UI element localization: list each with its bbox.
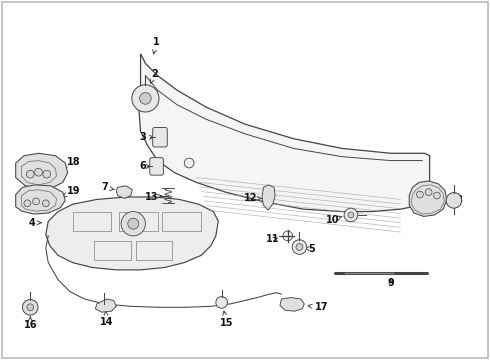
Text: 17: 17 — [308, 302, 328, 312]
Circle shape — [348, 212, 354, 218]
Circle shape — [43, 200, 49, 207]
Text: 3: 3 — [140, 132, 153, 142]
Text: 13: 13 — [145, 192, 162, 202]
Polygon shape — [16, 185, 65, 214]
Text: 19: 19 — [62, 186, 81, 197]
Circle shape — [416, 191, 423, 198]
Text: 18: 18 — [62, 157, 81, 168]
Text: 6: 6 — [140, 161, 150, 171]
Text: 5: 5 — [305, 244, 316, 254]
Text: 16: 16 — [24, 317, 37, 330]
Circle shape — [184, 158, 194, 168]
Polygon shape — [280, 298, 304, 311]
Circle shape — [24, 200, 31, 207]
Circle shape — [344, 208, 358, 222]
Circle shape — [296, 244, 303, 251]
Polygon shape — [16, 153, 68, 189]
Text: 14: 14 — [100, 311, 113, 327]
Circle shape — [33, 198, 40, 205]
Text: 9: 9 — [388, 278, 394, 288]
FancyBboxPatch shape — [153, 127, 167, 147]
Circle shape — [43, 170, 50, 178]
Circle shape — [128, 218, 139, 229]
Circle shape — [27, 304, 34, 311]
Circle shape — [26, 170, 34, 178]
Text: 8: 8 — [449, 195, 462, 206]
Text: 7: 7 — [102, 182, 114, 192]
Text: 12: 12 — [244, 193, 261, 203]
Polygon shape — [116, 186, 132, 198]
Polygon shape — [409, 181, 446, 216]
Circle shape — [216, 297, 227, 308]
Text: 2: 2 — [150, 69, 157, 83]
Text: 4: 4 — [29, 218, 41, 228]
Circle shape — [425, 189, 432, 195]
Circle shape — [132, 85, 159, 112]
Circle shape — [434, 192, 441, 199]
Polygon shape — [139, 54, 430, 212]
Text: 1: 1 — [152, 36, 160, 54]
Circle shape — [446, 193, 462, 208]
Polygon shape — [96, 299, 116, 312]
Text: 11: 11 — [267, 234, 280, 244]
Polygon shape — [262, 185, 275, 210]
Circle shape — [121, 212, 146, 236]
Circle shape — [140, 93, 151, 104]
Circle shape — [292, 240, 307, 254]
Polygon shape — [46, 197, 218, 270]
Text: 15: 15 — [220, 311, 233, 328]
Text: 10: 10 — [326, 215, 342, 225]
Circle shape — [23, 300, 38, 315]
FancyBboxPatch shape — [150, 158, 163, 175]
Circle shape — [35, 168, 43, 176]
